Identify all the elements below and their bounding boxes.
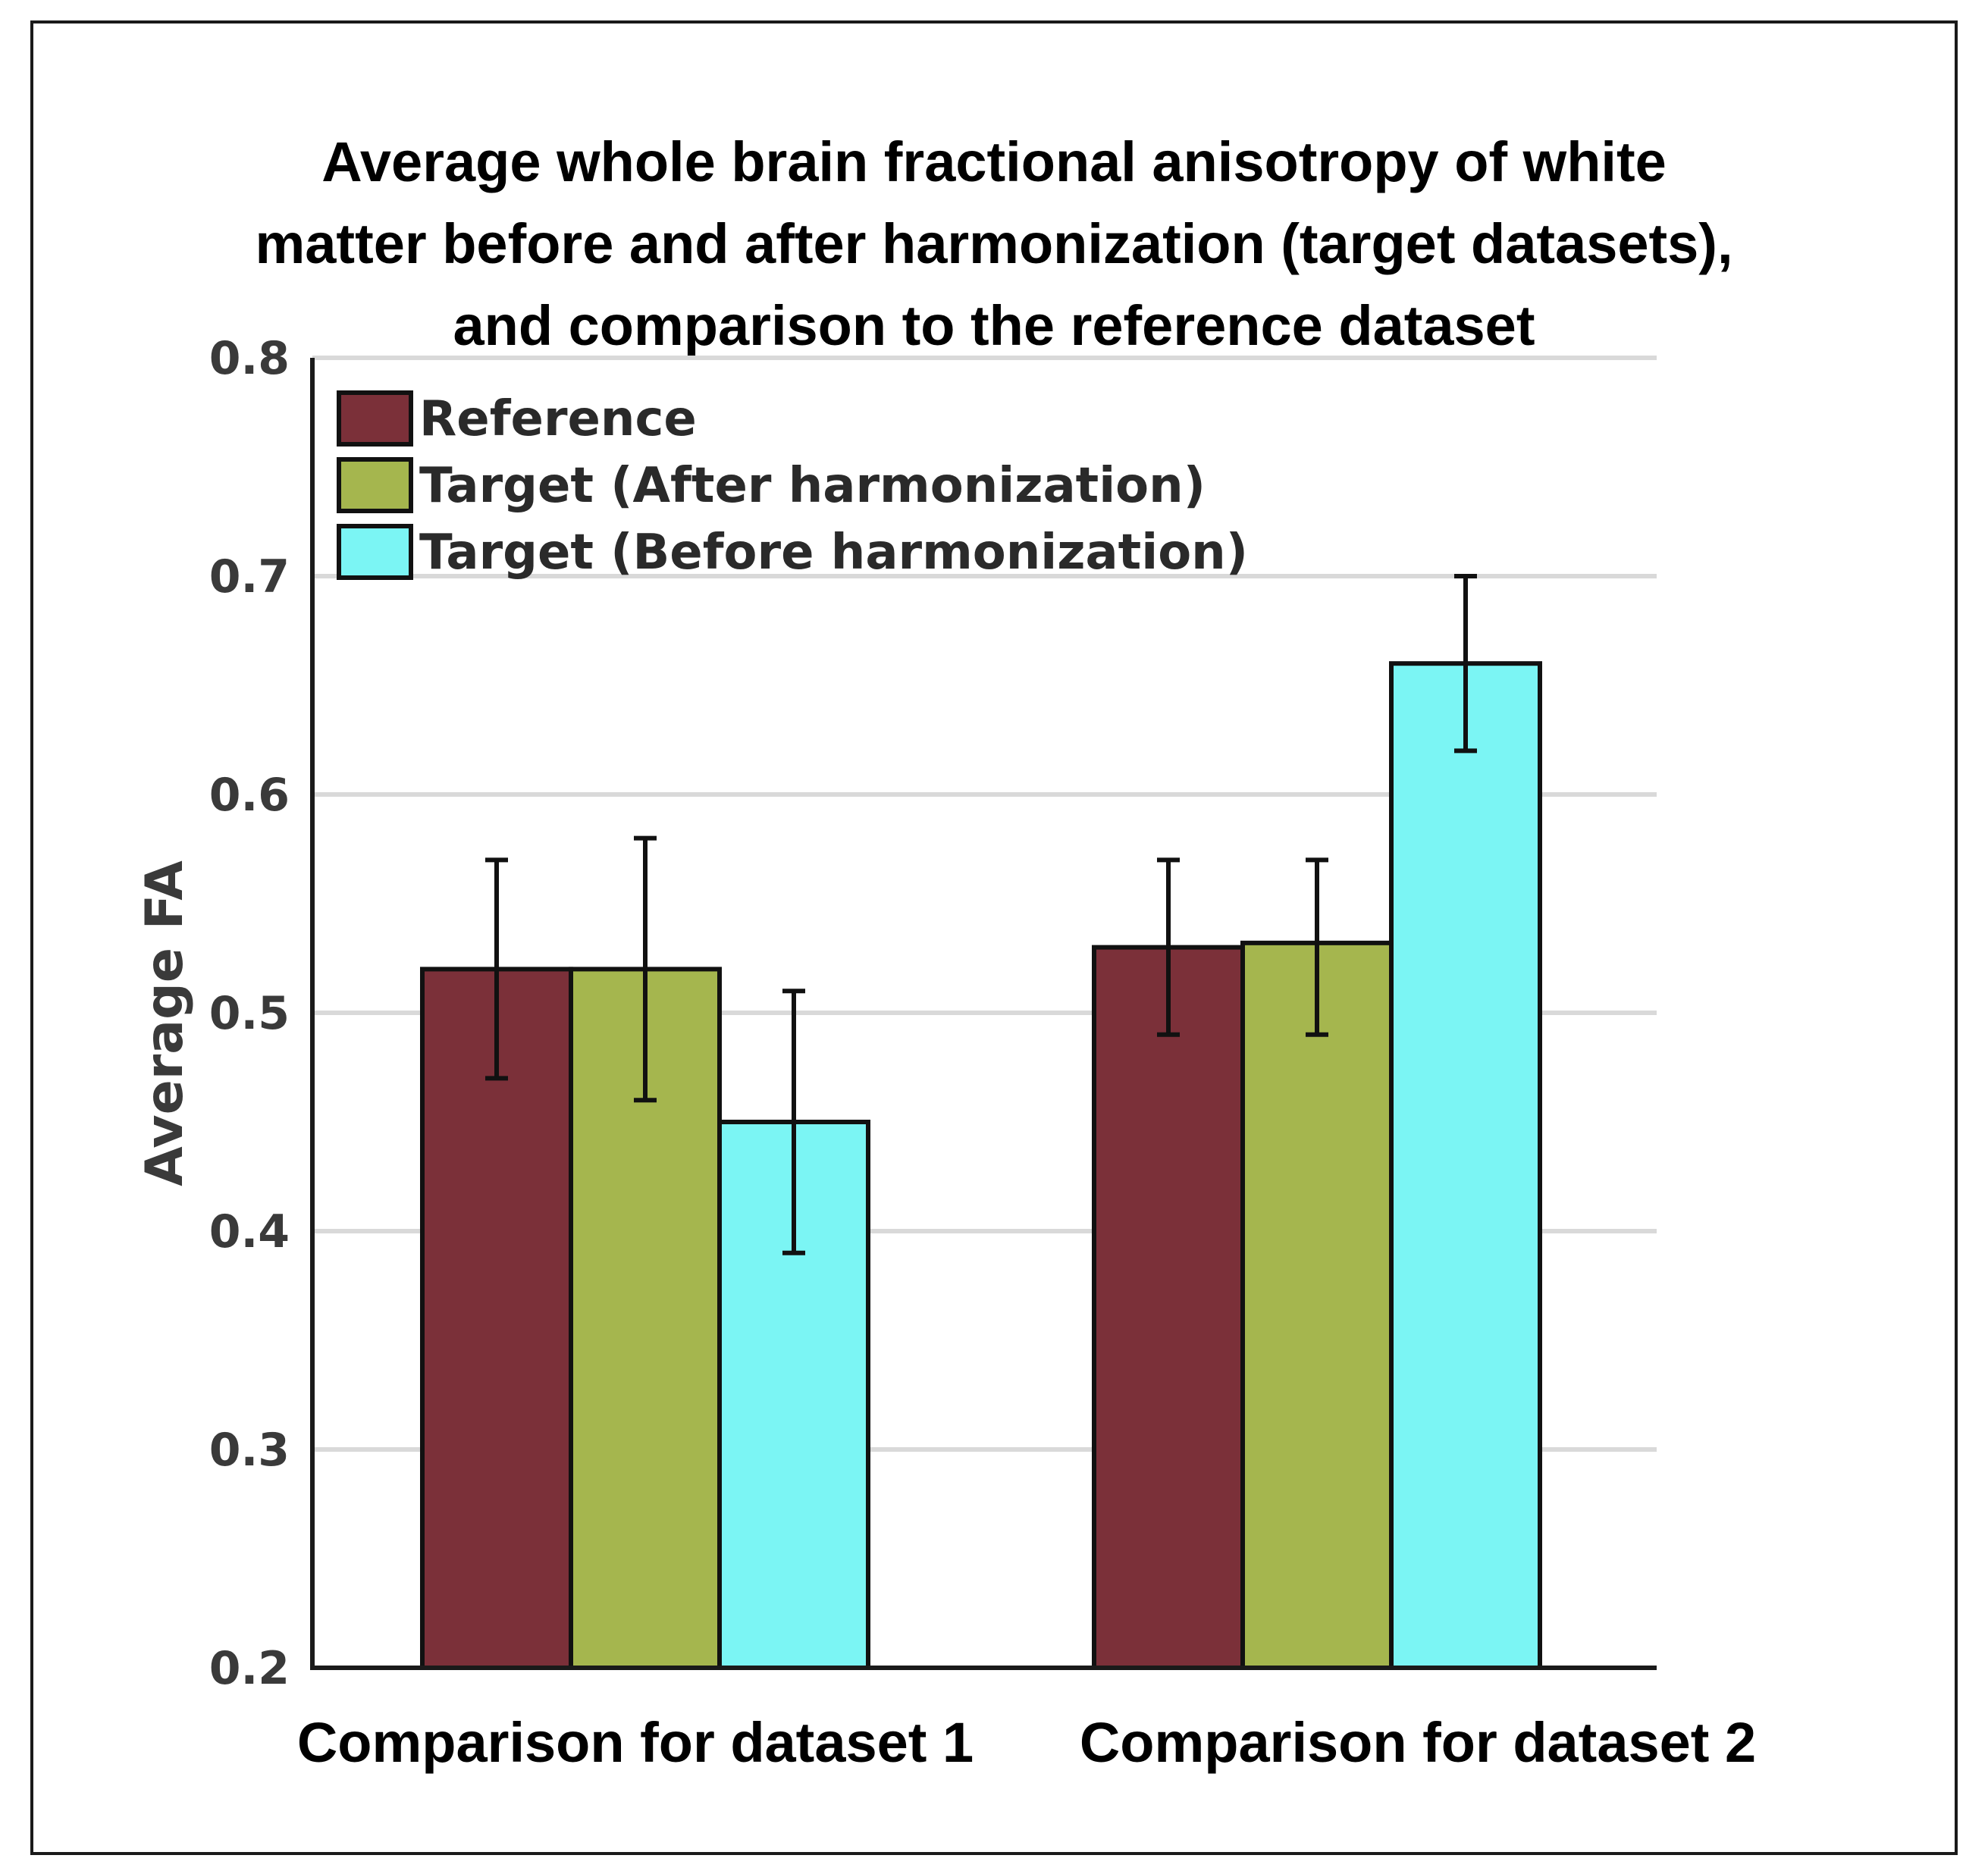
y-axis-title: Average FA — [135, 860, 195, 1186]
chart-title-line-3: and comparison to the reference dataset — [453, 294, 1535, 357]
x-category-label: Comparison for dataset 1 — [297, 1711, 974, 1774]
y-tick-label: 0.5 — [209, 987, 290, 1040]
legend-label: Target (After harmonization) — [419, 458, 1206, 514]
y-tick-label: 0.8 — [209, 332, 290, 385]
bars — [420, 574, 1542, 1671]
y-tick-label: 0.3 — [209, 1424, 290, 1477]
axes — [310, 358, 1657, 1670]
chart-title-line-1: Average whole brain fractional anisotrop… — [321, 130, 1667, 193]
chart-title-line-2: matter before and after harmonization (t… — [255, 212, 1733, 275]
legend-swatch — [337, 390, 413, 447]
figure-frame — [30, 20, 1958, 1855]
legend-label: Reference — [419, 391, 697, 447]
legend-label: Target (Before harmonization) — [419, 525, 1248, 581]
x-category-label: Comparison for dataset 2 — [1080, 1711, 1756, 1774]
bar — [1092, 945, 1245, 1670]
labels: 0.2 0.3 0.4 0.5 0.6 0.7 0.8 Comparison for data… — [135, 332, 1756, 1774]
chart-title: Average whole brain fractional anisotrop… — [30, 121, 1958, 367]
y-tick-label: 0.6 — [209, 769, 290, 822]
y-tick-label: 0.2 — [209, 1642, 290, 1695]
legend-swatch — [337, 524, 413, 580]
legend-swatch — [337, 457, 413, 513]
legend: Reference Target (After harmonization) Tar… — [337, 390, 1248, 581]
y-tick-label: 0.4 — [209, 1205, 290, 1258]
bar — [1240, 940, 1394, 1670]
bar — [1389, 661, 1542, 1671]
y-tick-label: 0.7 — [209, 550, 290, 603]
